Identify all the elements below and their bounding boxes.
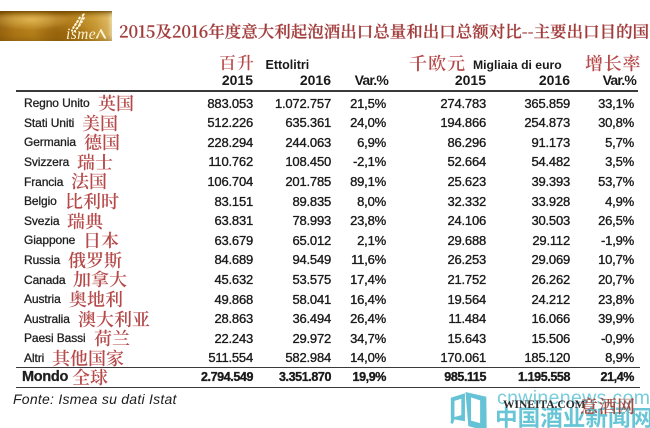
svg-text:isme: isme [66, 26, 96, 41]
